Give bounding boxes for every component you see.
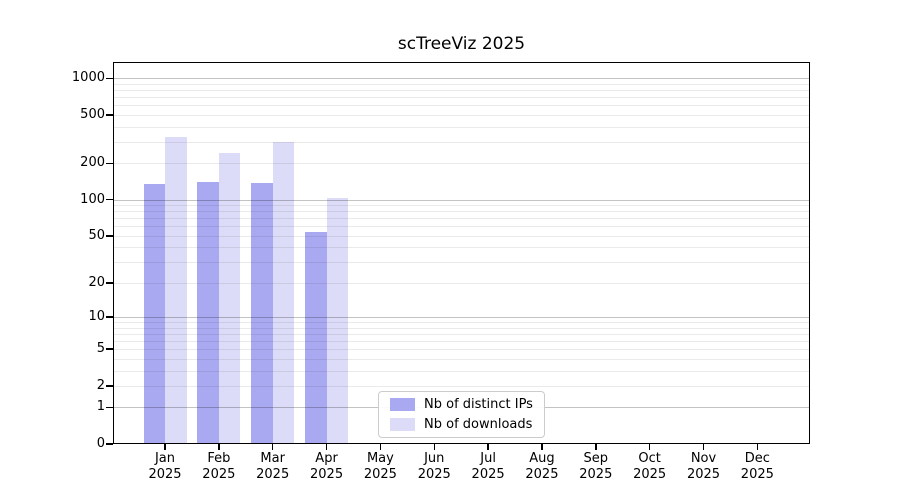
gridline-minor: [113, 340, 810, 342]
x-tick-label: Apr 2025: [310, 451, 344, 482]
bar-nb-of-distinct-ips-feb-2025: [197, 182, 219, 444]
y-tick-mark: [106, 385, 113, 387]
x-tick-mark: [218, 444, 220, 450]
gridline-minor: [113, 282, 810, 284]
gridline-minor: [113, 126, 810, 128]
gridline-minor: [113, 327, 810, 329]
y-tick-label: 1: [96, 399, 105, 415]
x-tick-label: Sep 2025: [579, 451, 613, 482]
legend-item-downloads: Nb of downloads: [390, 417, 533, 432]
gridline-minor: [113, 385, 810, 387]
x-tick-label: Mar 2025: [256, 451, 290, 482]
bar-nb-of-distinct-ips-jan-2025: [143, 184, 165, 444]
y-tick-mark: [106, 162, 113, 164]
y-tick-mark: [106, 282, 113, 284]
x-tick-mark: [271, 444, 274, 450]
gridline-minor: [113, 370, 810, 372]
x-tick-label: Dec 2025: [740, 451, 774, 482]
y-tick-label: 2: [96, 377, 105, 393]
x-tick-mark: [325, 444, 328, 450]
y-tick-mark: [106, 406, 113, 409]
bar-nb-of-distinct-ips-apr-2025: [305, 231, 327, 444]
x-tick-label: Oct 2025: [633, 451, 667, 482]
x-tick-mark: [648, 444, 651, 450]
gridline-minor: [113, 235, 810, 237]
bar-nb-of-downloads-jan-2025: [165, 137, 187, 444]
x-tick-mark: [433, 444, 435, 450]
gridline-minor: [113, 83, 810, 85]
y-tick-mark: [106, 77, 113, 79]
x-tick-label: Nov 2025: [686, 451, 721, 482]
bar-nb-of-distinct-ips-mar-2025: [251, 182, 273, 444]
x-tick-mark: [541, 444, 543, 450]
y-tick-label: 200: [80, 155, 105, 171]
y-tick-mark: [106, 443, 113, 445]
gridline-minor: [113, 349, 810, 351]
legend-item-distinct-ips: Nb of distinct IPs: [390, 397, 533, 412]
gridline-major: [113, 199, 810, 201]
legend: Nb of distinct IPs Nb of downloads: [378, 391, 545, 438]
x-tick-mark: [379, 444, 382, 450]
y-tick-mark: [106, 316, 113, 318]
gridline-minor: [113, 218, 810, 220]
gridline-major: [113, 78, 810, 80]
y-tick-mark: [106, 114, 113, 116]
legend-label-downloads: Nb of downloads: [424, 417, 533, 432]
legend-swatch-downloads-icon: [390, 418, 415, 431]
chart-title: scTreeViz 2025: [397, 34, 526, 54]
x-tick-mark: [595, 444, 597, 450]
y-tick-mark: [106, 348, 113, 350]
x-tick-label: Aug 2025: [525, 451, 559, 482]
gridline-minor: [113, 226, 810, 228]
gridline-minor: [113, 114, 810, 116]
gridline-minor: [113, 97, 810, 99]
x-tick-mark: [702, 444, 705, 450]
legend-swatch-distinct-ips-icon: [390, 398, 415, 411]
gridline-minor: [113, 333, 810, 335]
y-tick-label: 10: [88, 309, 105, 325]
gridline-minor: [113, 358, 810, 360]
gridline-minor: [113, 163, 810, 165]
bar-nb-of-downloads-feb-2025: [218, 152, 241, 444]
gridline-minor: [113, 247, 810, 249]
x-tick-label: Feb 2025: [202, 451, 236, 482]
gridline-minor: [113, 141, 810, 143]
y-tick-mark: [106, 235, 113, 237]
y-tick-label: 500: [80, 106, 105, 122]
gridline-minor: [113, 211, 810, 213]
legend-label-distinct-ips: Nb of distinct IPs: [424, 397, 533, 412]
y-tick-label: 100: [80, 191, 105, 207]
x-tick-mark: [164, 444, 166, 450]
gridline-minor: [113, 322, 810, 324]
bar-nb-of-downloads-apr-2025: [326, 197, 349, 444]
gridline-minor: [113, 105, 810, 107]
y-tick-label: 20: [88, 274, 105, 290]
y-tick-label: 1000: [71, 70, 105, 86]
gridline-minor: [113, 262, 810, 264]
gridline-minor: [113, 205, 810, 207]
gridline-minor: [113, 90, 810, 92]
y-tick-label: 0: [96, 436, 105, 451]
plot-area: [113, 62, 810, 444]
x-tick-label: Jul 2025: [471, 451, 505, 482]
x-tick-mark: [487, 444, 489, 450]
x-tick-mark: [756, 444, 759, 450]
y-tick-label: 50: [88, 227, 105, 243]
x-tick-label: Jan 2025: [148, 451, 182, 482]
bar-nb-of-downloads-mar-2025: [272, 142, 295, 444]
y-tick-mark: [106, 198, 113, 201]
gridline-major: [113, 317, 810, 319]
y-tick-label: 5: [96, 341, 105, 357]
x-tick-label: May 2025: [363, 451, 397, 482]
x-tick-label: Jun 2025: [417, 451, 451, 482]
